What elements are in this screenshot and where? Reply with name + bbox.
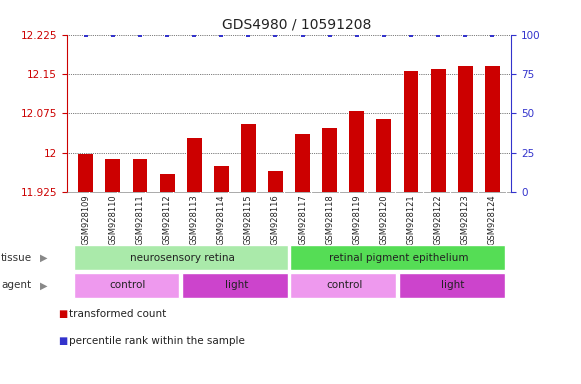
Text: agent: agent xyxy=(1,280,31,290)
Point xyxy=(433,31,443,38)
Text: control: control xyxy=(327,280,363,290)
Text: GSM928120: GSM928120 xyxy=(379,195,389,245)
Text: GSM928111: GSM928111 xyxy=(135,195,145,245)
Text: GSM928115: GSM928115 xyxy=(244,195,253,245)
Bar xyxy=(458,66,473,192)
Point xyxy=(81,31,91,38)
Point xyxy=(108,31,117,38)
Text: ■: ■ xyxy=(58,336,67,346)
Bar xyxy=(74,273,180,298)
Bar xyxy=(376,119,392,192)
Text: neurosensory retina: neurosensory retina xyxy=(130,253,235,263)
Bar xyxy=(404,71,418,192)
Point xyxy=(189,31,199,38)
Point xyxy=(298,31,307,38)
Text: control: control xyxy=(110,280,146,290)
Point xyxy=(379,31,389,38)
Text: GSM928117: GSM928117 xyxy=(298,195,307,245)
Point xyxy=(244,31,253,38)
Point xyxy=(217,31,226,38)
Text: GSM928109: GSM928109 xyxy=(81,195,90,245)
Text: transformed count: transformed count xyxy=(69,310,166,319)
Bar xyxy=(399,273,504,298)
Text: light: light xyxy=(224,280,248,290)
Bar xyxy=(290,273,396,298)
Bar xyxy=(295,134,310,192)
Text: tissue: tissue xyxy=(1,253,33,263)
Text: retinal pigment epithelium: retinal pigment epithelium xyxy=(329,253,468,263)
Text: GSM928119: GSM928119 xyxy=(352,195,361,245)
Bar xyxy=(214,166,229,192)
Text: GSM928112: GSM928112 xyxy=(163,195,171,245)
Text: ■: ■ xyxy=(58,310,67,319)
Bar xyxy=(160,174,174,192)
Point xyxy=(325,31,334,38)
Bar xyxy=(78,154,93,192)
Bar xyxy=(241,124,256,192)
Text: GSM928116: GSM928116 xyxy=(271,195,280,245)
Text: GSM928110: GSM928110 xyxy=(109,195,117,245)
Text: GDS4980 / 10591208: GDS4980 / 10591208 xyxy=(223,17,372,31)
Text: ▶: ▶ xyxy=(40,280,47,290)
Text: ▶: ▶ xyxy=(40,253,47,263)
Text: percentile rank within the sample: percentile rank within the sample xyxy=(69,336,245,346)
Point xyxy=(163,31,172,38)
Text: GSM928114: GSM928114 xyxy=(217,195,226,245)
Text: GSM928123: GSM928123 xyxy=(461,195,469,245)
Bar xyxy=(431,69,446,192)
Bar xyxy=(132,159,148,192)
Bar xyxy=(290,245,504,270)
Point xyxy=(461,31,470,38)
Point xyxy=(271,31,280,38)
Text: GSM928124: GSM928124 xyxy=(488,195,497,245)
Text: light: light xyxy=(442,280,465,290)
Bar xyxy=(105,159,120,192)
Bar xyxy=(322,128,337,192)
Text: GSM928118: GSM928118 xyxy=(325,195,334,245)
Bar xyxy=(349,111,364,192)
Text: GSM928113: GSM928113 xyxy=(189,195,199,245)
Point xyxy=(352,31,361,38)
Bar xyxy=(187,138,202,192)
Bar xyxy=(268,171,283,192)
Bar xyxy=(74,245,288,270)
Bar xyxy=(182,273,288,298)
Bar xyxy=(485,66,500,192)
Text: GSM928121: GSM928121 xyxy=(407,195,415,245)
Text: GSM928122: GSM928122 xyxy=(433,195,443,245)
Point xyxy=(487,31,497,38)
Point xyxy=(406,31,415,38)
Point xyxy=(135,31,145,38)
